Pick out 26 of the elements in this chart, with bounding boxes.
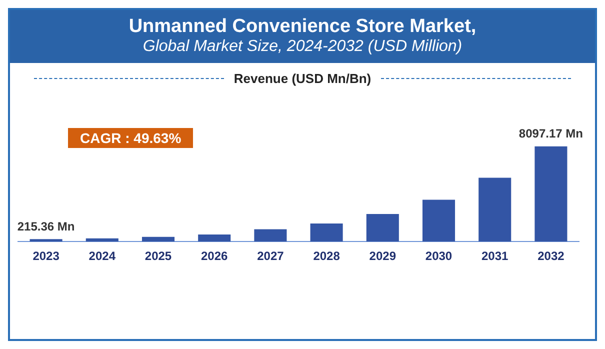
x-tick-label: 2023 bbox=[32, 249, 60, 264]
bar bbox=[422, 200, 456, 242]
bar bbox=[30, 239, 62, 242]
bar bbox=[310, 223, 343, 242]
x-tick-label: 2029 bbox=[369, 249, 396, 264]
bar bbox=[142, 236, 175, 242]
data-label: 215.36 Mn bbox=[17, 219, 75, 234]
x-tick-label: 2031 bbox=[482, 249, 509, 264]
x-tick-label: 2025 bbox=[144, 249, 172, 264]
chart-subtitle: Global Market Size, 2024-2032 (USD Million) bbox=[142, 38, 464, 56]
x-tick-label: 2027 bbox=[257, 249, 284, 264]
bar bbox=[478, 178, 512, 242]
bar bbox=[366, 214, 399, 242]
bar bbox=[86, 238, 118, 242]
x-tick-label: 2028 bbox=[313, 249, 340, 264]
bar bbox=[254, 229, 287, 242]
text: CAGR : 49.63% bbox=[68, 128, 194, 148]
chart-title: Unmanned Convenience Store Market, bbox=[128, 16, 478, 38]
bar bbox=[198, 234, 231, 242]
x-tick-label: 2030 bbox=[425, 249, 452, 264]
x-tick-label: 2032 bbox=[538, 249, 565, 264]
text: Revenue (USD Mn/Bn) bbox=[232, 71, 372, 86]
x-tick-label: 2024 bbox=[88, 249, 116, 264]
x-tick-label: 2026 bbox=[201, 249, 228, 264]
data-label: 8097.17 Mn bbox=[518, 126, 583, 141]
bar bbox=[534, 146, 568, 242]
